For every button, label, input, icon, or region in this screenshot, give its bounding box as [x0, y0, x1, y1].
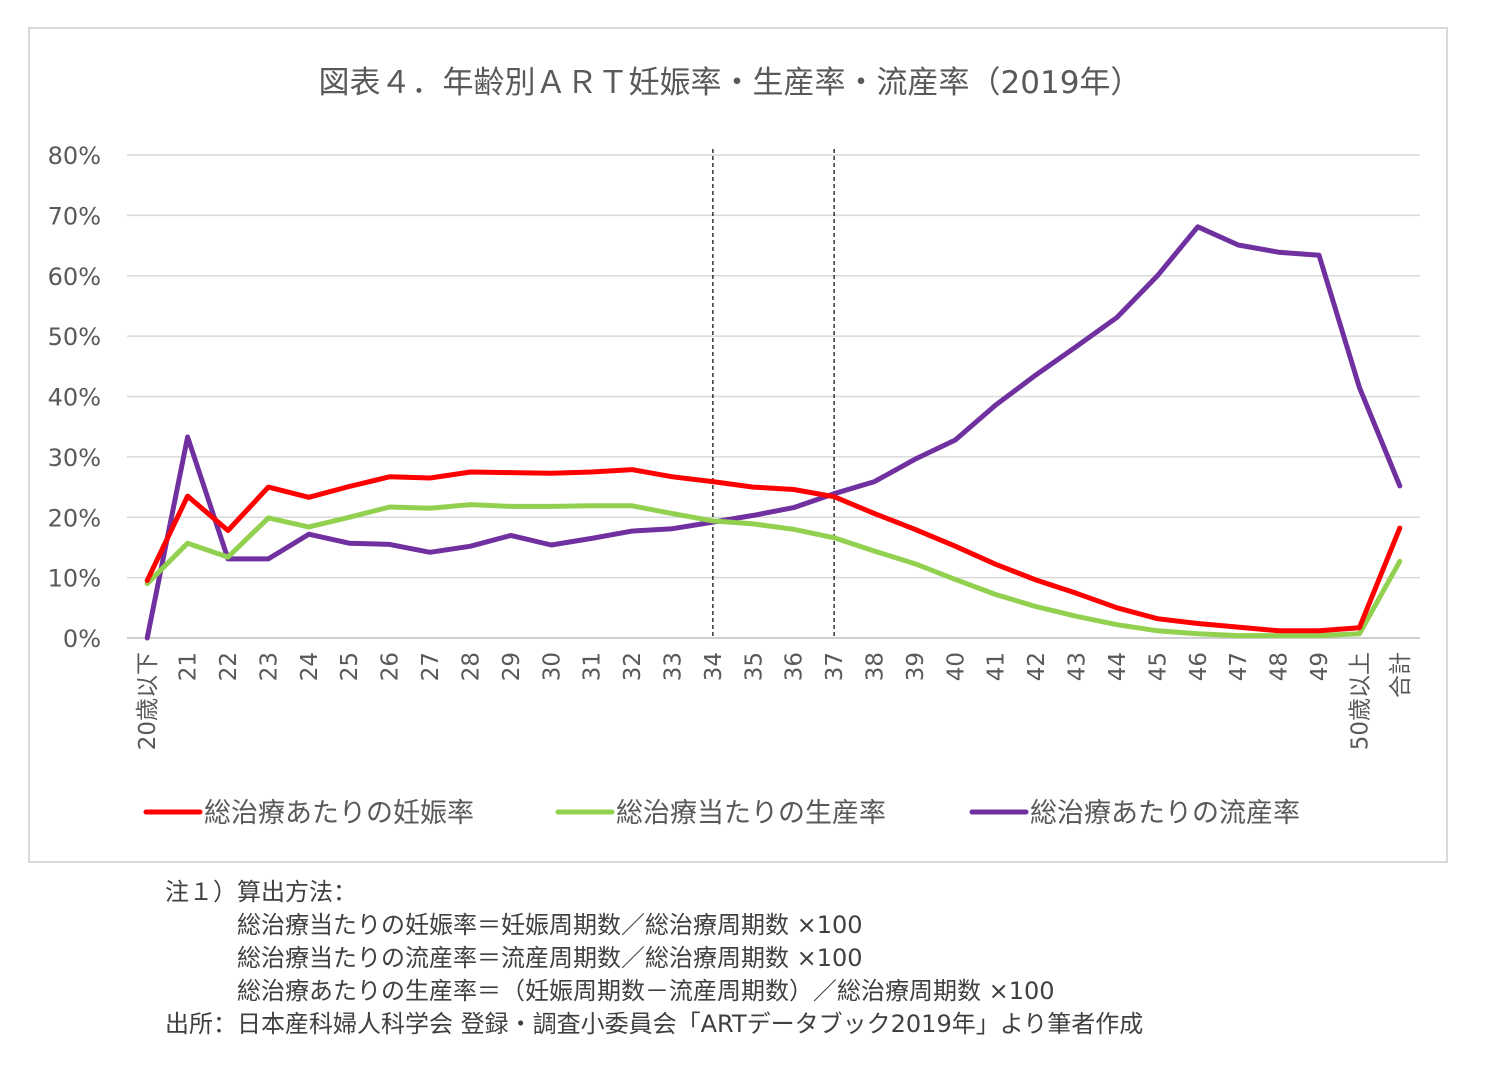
y-tick-label: 30% — [48, 444, 101, 472]
notes: 注１）算出方法： 総治療当たりの妊娠率＝妊娠周期数／総治療周期数 ×100 総治… — [165, 876, 1143, 1041]
x-tick-label: 26 — [378, 652, 404, 681]
x-tick-label: 40 — [943, 652, 969, 681]
x-tick-label: 20歳以下 — [135, 652, 161, 750]
chart-frame: 図表４．年齢別ＡＲＴ妊娠率・生産率・流産率（2019年） 0% 10% 20% 30%… — [28, 27, 1448, 863]
x-tick-label: 33 — [660, 652, 686, 681]
x-tick-label: 39 — [903, 652, 929, 681]
note-formula-miscarriage: 総治療当たりの流産率＝流産周期数／総治療周期数 ×100 — [237, 944, 863, 972]
x-tick-label: 45 — [1145, 652, 1171, 681]
x-tick-label: 28 — [458, 652, 484, 681]
y-tick-label: 40% — [48, 384, 101, 412]
x-tick-label: 23 — [256, 652, 282, 681]
y-tick-label: 70% — [48, 202, 101, 230]
reference-lines — [712, 149, 835, 638]
x-tick-label: 42 — [1024, 652, 1050, 681]
line-chart: 図表４．年齢別ＡＲＴ妊娠率・生産率・流産率（2019年） 0% 10% 20% 30%… — [48, 65, 1420, 829]
x-tick-label: 25 — [337, 652, 363, 681]
y-tick-label: 20% — [48, 504, 101, 532]
x-tick-label: 36 — [782, 652, 808, 681]
x-tick-label: 31 — [580, 652, 606, 681]
y-axis: 0% 10% 20% 30% 40% 50% 60% 70% 80% — [48, 142, 101, 653]
series-line — [144, 467, 1403, 634]
x-tick-label: 34 — [701, 652, 727, 681]
x-tick-label: 35 — [741, 652, 767, 681]
series — [144, 224, 1403, 641]
x-tick-label: 47 — [1226, 652, 1252, 681]
series-line — [144, 224, 1403, 641]
x-tick-label: 30 — [539, 652, 565, 681]
y-tick-label: 60% — [48, 263, 101, 291]
x-tick-label: 44 — [1105, 652, 1131, 681]
x-tick-label: 合計 — [1388, 652, 1414, 698]
x-tick-label: 24 — [297, 652, 323, 681]
series-line — [144, 502, 1403, 639]
x-tick-label: 27 — [418, 652, 444, 681]
x-tick-label: 38 — [863, 652, 889, 681]
note-formula-pregnancy: 総治療当たりの妊娠率＝妊娠周期数／総治療周期数 ×100 — [237, 911, 863, 939]
y-tick-label: 10% — [48, 565, 101, 593]
x-tick-label: 37 — [822, 652, 848, 681]
source-note: 出所：日本産科婦人科学会 登録・調査小委員会「ARTデータブック2019年」より… — [165, 1010, 1144, 1038]
legend: 総治療あたりの妊娠率 総治療当たりの生産率 総治療あたりの流産率 — [143, 798, 1300, 829]
note-heading: 注１）算出方法： — [165, 878, 357, 906]
x-tick-label: 50歳以上 — [1347, 652, 1373, 750]
x-tick-label: 32 — [620, 652, 646, 681]
x-tick-label: 49 — [1307, 652, 1333, 681]
legend-label: 総治療当たりの生産率 — [616, 798, 886, 829]
note-formula-live-birth: 総治療あたりの生産率＝（妊娠周期数－流産周期数）／総治療周期数 ×100 — [237, 977, 1055, 1005]
chart-title: 図表４．年齢別ＡＲＴ妊娠率・生産率・流産率（2019年） — [319, 65, 1142, 101]
x-tick-label: 48 — [1267, 652, 1293, 681]
x-axis: 20歳以下 21 22 23 24 25 26 27 28 29 30 31 32 33 34 35 36 37 3… — [135, 652, 1414, 750]
y-tick-label: 50% — [48, 323, 101, 351]
x-tick-label: 21 — [176, 652, 202, 681]
legend-label: 総治療あたりの流産率 — [1030, 798, 1300, 829]
x-tick-label: 41 — [984, 652, 1010, 681]
y-tick-label: 80% — [48, 142, 101, 170]
legend-label: 総治療あたりの妊娠率 — [204, 798, 474, 829]
y-tick-label: 0% — [63, 625, 101, 653]
grid — [127, 154, 1420, 639]
x-tick-label: 22 — [216, 652, 242, 681]
x-tick-label: 46 — [1186, 652, 1212, 681]
x-tick-label: 43 — [1065, 652, 1091, 681]
x-tick-label: 29 — [499, 652, 525, 681]
